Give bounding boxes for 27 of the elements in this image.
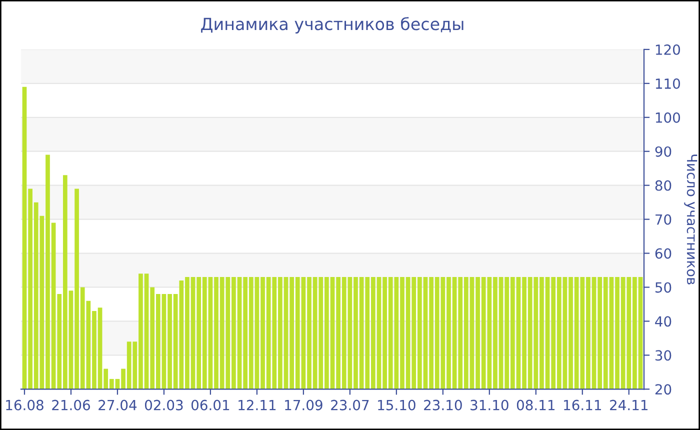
y-tick-label: 80 xyxy=(655,180,672,191)
y-tick-label: 30 xyxy=(655,350,672,361)
y-tick-label: 60 xyxy=(655,248,672,259)
y-tick-label: 40 xyxy=(655,316,672,327)
x-tick-label: 15.10 xyxy=(378,400,416,410)
x-tick-label: 23.10 xyxy=(424,400,462,410)
x-tick-label: 21.06 xyxy=(52,400,90,410)
x-tick-label: 17.09 xyxy=(285,400,322,410)
y-tick-label: 100 xyxy=(656,112,680,123)
x-tick-label: 24.11 xyxy=(610,400,648,410)
x-tick-label: 12.11 xyxy=(238,400,276,410)
x-tick-label: 31.10 xyxy=(470,400,508,410)
y-tick-label: 120 xyxy=(656,44,680,55)
x-tick-label: 16.11 xyxy=(564,400,601,410)
y-axis-title: Число участников xyxy=(684,154,698,284)
x-tick-label: 16.08 xyxy=(6,400,44,410)
x-tick-label: 08.11 xyxy=(516,400,555,410)
chart-title: Динамика участников беседы xyxy=(201,17,464,34)
x-tick-label: 23.07 xyxy=(331,400,369,410)
x-tick-label: 02.03 xyxy=(145,400,183,410)
y-tick-label: 70 xyxy=(656,214,672,225)
x-tick-label: 27.04 xyxy=(98,400,137,410)
y-tick-label: 20 xyxy=(655,384,672,395)
y-tick-label: 50 xyxy=(655,282,672,293)
y-tick-label: 90 xyxy=(655,146,672,157)
y-tick-label: 110 xyxy=(656,78,680,89)
x-tick-label: 06.01 xyxy=(191,400,230,410)
